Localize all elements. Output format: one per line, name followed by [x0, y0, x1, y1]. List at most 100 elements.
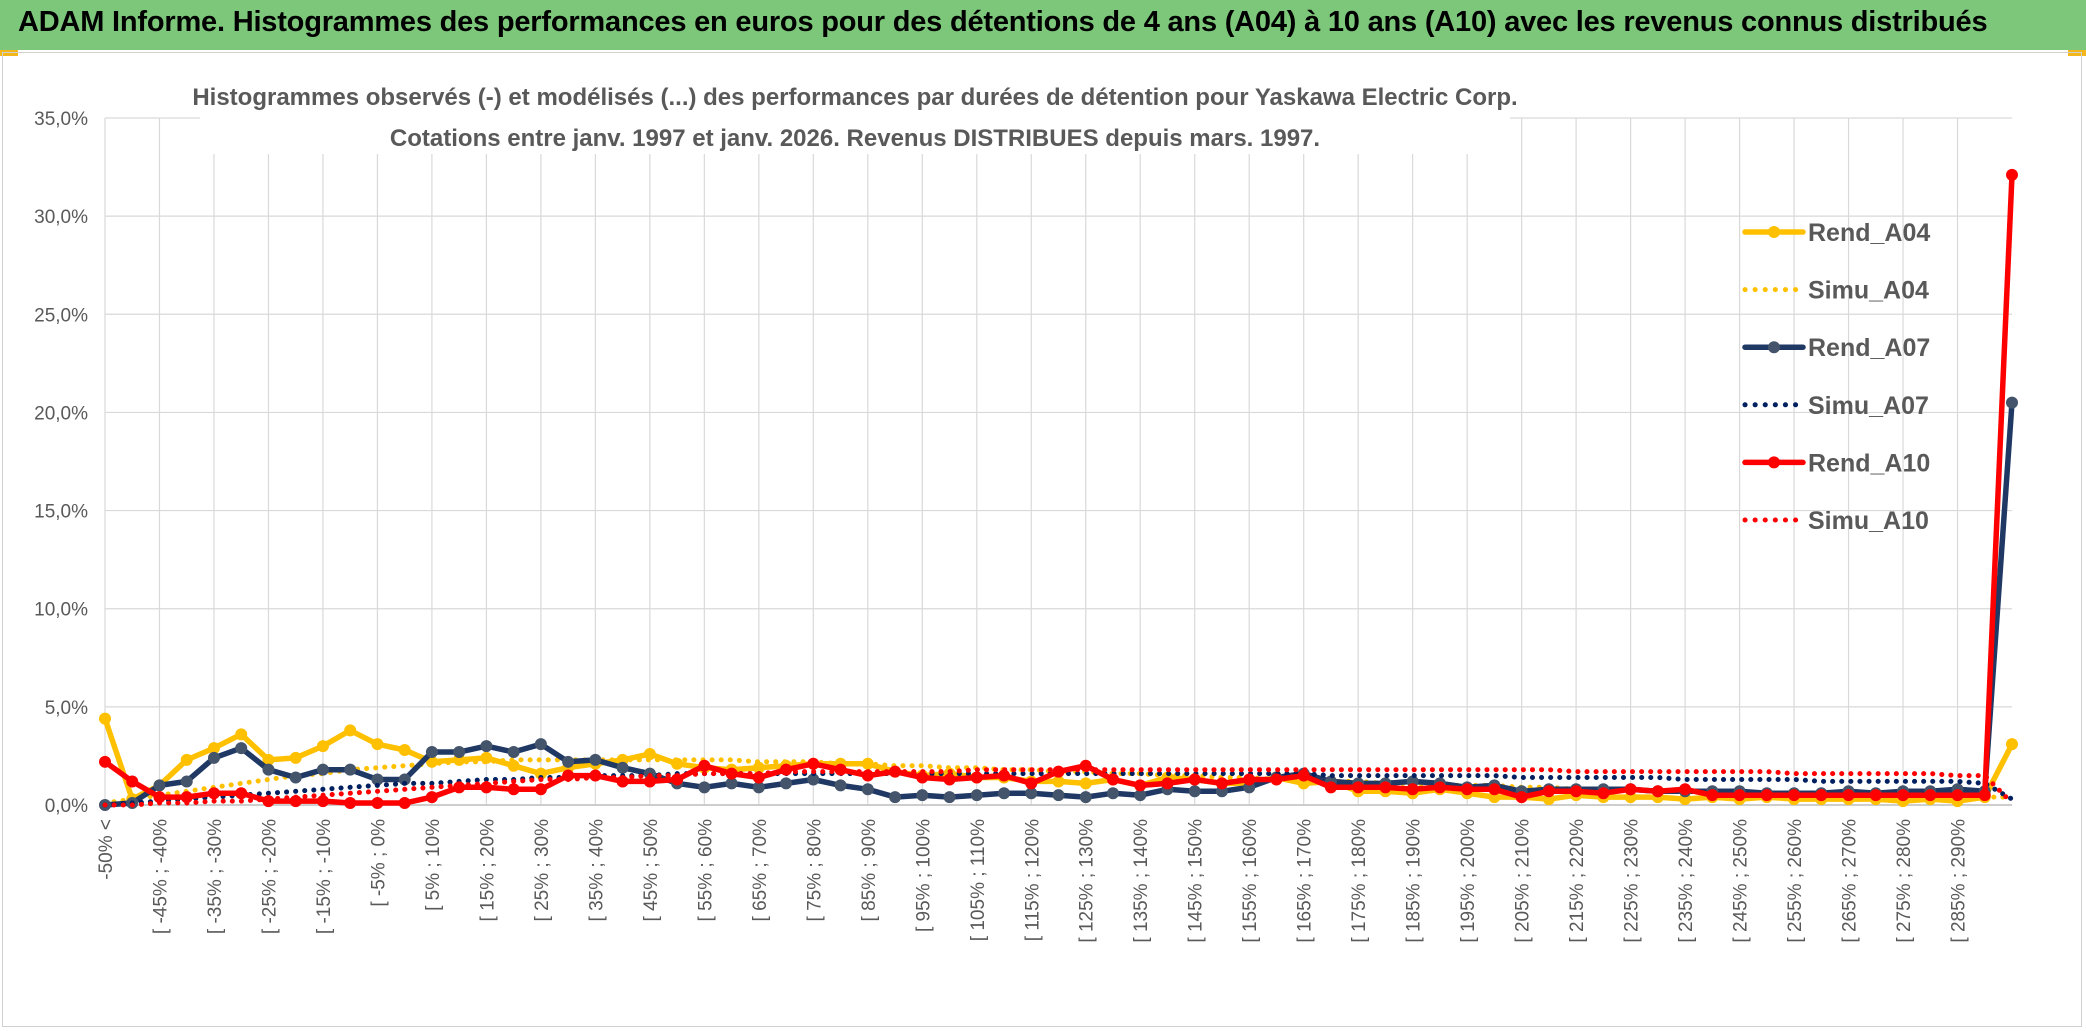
point-rend_a10 [1624, 783, 1637, 796]
x-tick-label: [ 215% ; 220% [1567, 819, 1588, 943]
legend-label-rend_a07: Rend_A07 [1808, 334, 1930, 362]
point-rend_a04 [1079, 777, 1092, 790]
point-rend_a04 [398, 744, 411, 757]
point-rend_a10 [371, 797, 384, 810]
point-rend_a10 [1951, 789, 1964, 802]
point-rend_a10 [1215, 777, 1228, 790]
point-rend_a07 [180, 775, 193, 788]
legend-marker-rend_a07 [1768, 341, 1780, 354]
y-tick-label: 25,0% [34, 305, 88, 326]
point-rend_a10 [1597, 787, 1610, 800]
point-rend_a10 [398, 797, 411, 810]
chart-frame [2, 52, 2082, 1027]
point-rend_a10 [807, 757, 820, 770]
x-tick-label: [ 45% ; 50% [641, 819, 662, 922]
point-rend_a10 [507, 783, 520, 796]
x-tick-label: [ -25% ; -20% [259, 819, 280, 934]
point-rend_a07 [861, 783, 874, 796]
point-rend_a07 [316, 763, 329, 776]
x-tick-label: [ 65% ; 70% [750, 819, 771, 922]
point-rend_a10 [1270, 773, 1283, 786]
x-tick-label: [ 225% ; 230% [1622, 819, 1643, 943]
point-rend_a10 [235, 787, 248, 800]
legend-label-rend_a04: Rend_A04 [1808, 219, 1930, 247]
title-banner: ADAM Informe. Histogrammes des performan… [0, 0, 2086, 50]
point-rend_a07 [943, 791, 956, 804]
point-rend_a07 [1188, 785, 1201, 798]
x-tick-label: [ 85% ; 90% [859, 819, 880, 922]
point-rend_a04 [2006, 738, 2018, 751]
point-rend_a10 [1733, 789, 1746, 802]
x-tick-label: [ 115% ; 120% [1022, 819, 1043, 941]
point-rend_a10 [1897, 789, 1910, 802]
y-tick-label: 20,0% [34, 403, 88, 424]
point-rend_a07 [970, 789, 983, 802]
x-tick-label: [ 135% ; 140% [1131, 819, 1152, 943]
point-rend_a10 [1869, 789, 1882, 802]
x-tick-label: [ 175% ; 180% [1349, 819, 1370, 943]
point-rend_a07 [153, 779, 166, 792]
y-tick-label: 5,0% [45, 698, 88, 719]
x-tick-label: [ 5% ; 10% [423, 819, 444, 911]
point-rend_a07 [780, 777, 793, 790]
legend-label-simu_a07: Simu_A07 [1808, 392, 1929, 420]
point-rend_a10 [1243, 773, 1256, 786]
point-rend_a10 [698, 759, 711, 772]
x-axis-ticks: -50% < [ -45% ; -40% [ -35% ; -30% [ -25% ;… [96, 819, 1970, 943]
point-rend_a10 [425, 791, 438, 804]
y-tick-label: 10,0% [34, 600, 88, 621]
series-layer [99, 168, 2018, 811]
point-rend_a10 [1651, 785, 1664, 798]
series-line-rend_a10 [102, 172, 2015, 806]
x-tick-label: -50% < [96, 819, 117, 880]
point-rend_a10 [1978, 789, 1991, 802]
point-rend_a10 [1788, 789, 1801, 802]
legend-label-rend_a10: Rend_A10 [1808, 449, 1930, 477]
point-rend_a07 [1079, 791, 1092, 804]
point-rend_a10 [1379, 781, 1392, 794]
point-rend_a10 [534, 783, 547, 796]
x-tick-label: [ 275% ; 280% [1894, 819, 1915, 943]
legend-label-simu_a04: Simu_A04 [1808, 277, 1929, 305]
point-rend_a10 [1679, 783, 1692, 796]
point-rend_a10 [344, 797, 357, 810]
point-rend_a10 [1134, 779, 1147, 792]
x-tick-label: [ 255% ; 260% [1785, 819, 1806, 943]
chart-title-line1: Histogrammes observés (-) et modélisés (… [192, 84, 1517, 111]
x-tick-label: [ 55% ; 60% [695, 819, 716, 922]
point-rend_a07 [507, 746, 520, 759]
legend-label-simu_a10: Simu_A10 [1808, 507, 1929, 535]
point-rend_a10 [1924, 789, 1937, 802]
point-rend_a10 [970, 771, 983, 784]
x-tick-label: [ 15% ; 20% [477, 819, 498, 922]
point-rend_a10 [1515, 791, 1528, 804]
point-rend_a10 [1815, 789, 1828, 802]
point-rend_a10 [1488, 783, 1501, 796]
point-rend_a07 [889, 791, 902, 804]
point-rend_a07 [235, 742, 248, 755]
point-rend_a10 [1025, 777, 1038, 790]
point-rend_a04 [235, 728, 248, 741]
point-rend_a07 [1052, 789, 1065, 802]
point-rend_a07 [562, 755, 575, 768]
point-rend_a10 [1106, 773, 1119, 786]
x-tick-label: [ 245% ; 250% [1731, 819, 1752, 943]
point-rend_a10 [1161, 777, 1174, 790]
point-rend_a04 [180, 753, 193, 766]
point-rend_a10 [1706, 789, 1719, 802]
point-rend_a04 [99, 712, 111, 725]
point-rend_a10 [126, 775, 139, 788]
point-rend_a10 [1188, 773, 1201, 786]
point-rend_a07 [998, 787, 1011, 800]
point-rend_a10 [1433, 781, 1446, 794]
point-rend_a04 [371, 738, 384, 751]
y-tick-label: 15,0% [34, 502, 88, 523]
legend: Rend_A04 Simu_A04 Rend_A07 Simu_A07 Rend_A10… [1742, 219, 1930, 535]
x-tick-label: [ 195% ; 200% [1458, 819, 1479, 943]
chart-title-line2: Cotations entre janv. 1997 et janv. 2026… [390, 125, 1320, 152]
point-rend_a10 [1406, 783, 1419, 796]
point-rend_a07 [344, 763, 357, 776]
point-rend_a07 [916, 789, 929, 802]
y-axis-ticks: 0,0% 5,0% 10,0% 15,0% 20,0% 25,0% 30,0% 35,0% [34, 109, 88, 817]
